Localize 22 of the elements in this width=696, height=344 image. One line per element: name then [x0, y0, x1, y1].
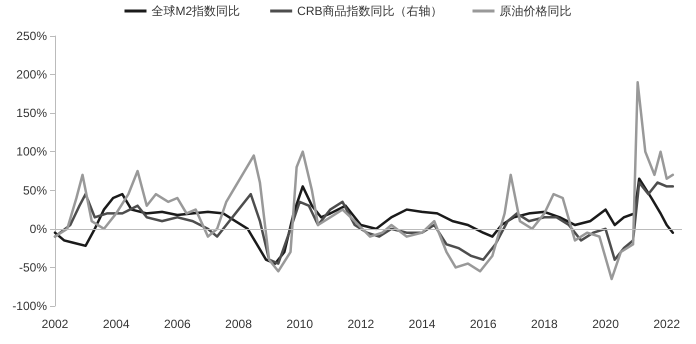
x-tick-label: 2002 — [42, 317, 69, 331]
y-tick-label: -50% — [18, 260, 48, 274]
y-tick-label: 100% — [16, 144, 48, 159]
y-tick-label: 250% — [16, 29, 48, 43]
x-tick-label: 2004 — [102, 317, 130, 331]
y-tick-label: 200% — [16, 68, 48, 82]
x-tick-label: 2018 — [531, 317, 558, 331]
legend-label: 全球M2指数同比 — [151, 4, 240, 18]
x-tick-label: 2010 — [286, 317, 314, 331]
legend-label: CRB商品指数同比（右轴） — [297, 4, 443, 18]
x-tick-label: 2016 — [470, 317, 497, 331]
y-tick-label: 50% — [22, 183, 48, 198]
y-tick-label: 0% — [30, 222, 48, 236]
x-tick-label: 2006 — [164, 317, 192, 331]
y-tick-label: 150% — [16, 106, 48, 120]
x-tick-label: 2012 — [348, 317, 375, 331]
legend-label: 原油价格同比 — [500, 4, 572, 18]
x-tick-label: 2008 — [225, 317, 252, 331]
x-tick-label: 2014 — [408, 317, 436, 331]
y-tick-label: -100% — [12, 299, 48, 313]
x-tick-label: 2022 — [653, 317, 680, 331]
x-tick-label: 2020 — [592, 317, 620, 331]
